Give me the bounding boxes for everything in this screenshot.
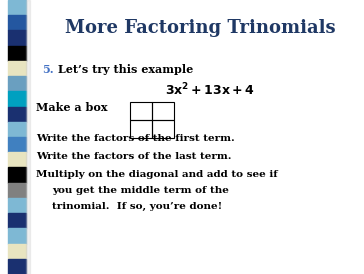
Bar <box>8 30 26 46</box>
Text: Let’s try this example: Let’s try this example <box>58 64 193 75</box>
Text: Multiply on the diagonal and add to see if: Multiply on the diagonal and add to see … <box>36 170 278 179</box>
Bar <box>8 167 26 183</box>
Bar <box>8 244 26 259</box>
Bar <box>8 0 26 15</box>
Bar <box>8 76 26 91</box>
Text: 5.: 5. <box>42 64 54 75</box>
Bar <box>152 102 174 120</box>
Bar <box>8 213 26 228</box>
Bar <box>152 120 174 138</box>
Bar <box>8 198 26 213</box>
Text: $\mathbf{3x^2 + 13x + 4}$: $\mathbf{3x^2 + 13x + 4}$ <box>165 82 255 99</box>
Bar <box>26 0 30 274</box>
Bar <box>8 15 26 30</box>
Bar <box>8 122 26 137</box>
Bar <box>8 137 26 152</box>
Bar <box>8 259 26 274</box>
Text: you get the middle term of the: you get the middle term of the <box>52 186 229 195</box>
Text: More Factoring Trinomials: More Factoring Trinomials <box>65 19 335 37</box>
Bar <box>8 107 26 122</box>
Bar <box>8 183 26 198</box>
Bar <box>8 61 26 76</box>
Text: Write the factors of the first term.: Write the factors of the first term. <box>36 134 235 143</box>
Bar <box>8 228 26 244</box>
Bar <box>8 152 26 167</box>
Bar <box>8 46 26 61</box>
Bar <box>130 120 152 138</box>
Bar <box>8 91 26 107</box>
Text: Write the factors of the last term.: Write the factors of the last term. <box>36 152 232 161</box>
Text: trinomial.  If so, you’re done!: trinomial. If so, you’re done! <box>52 202 222 211</box>
Bar <box>130 102 152 120</box>
Text: Make a box: Make a box <box>36 102 107 113</box>
